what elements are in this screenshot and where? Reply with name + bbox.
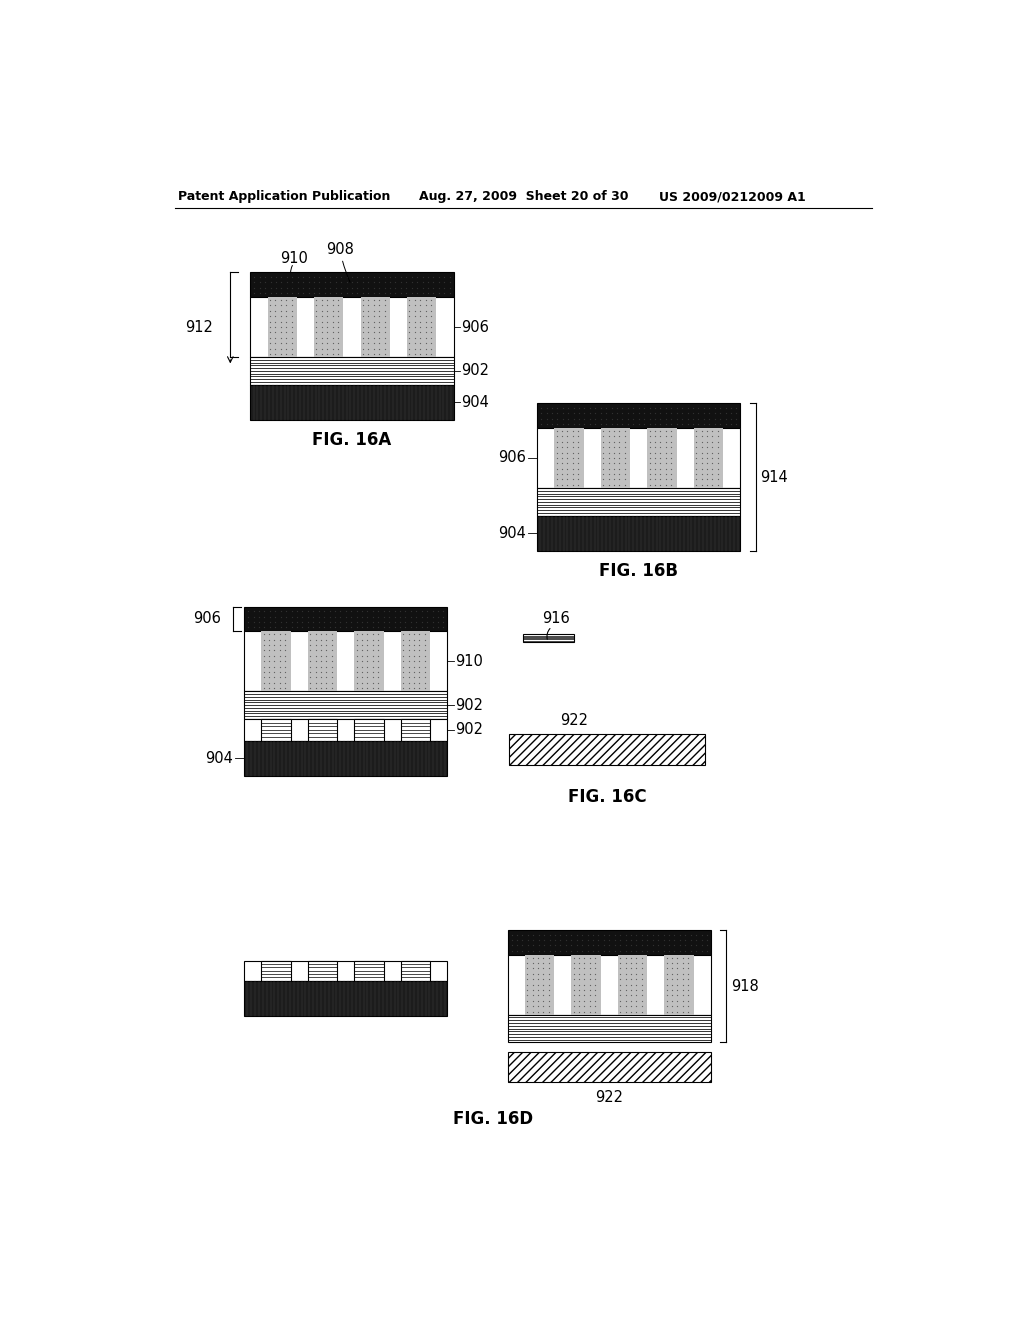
Bar xyxy=(354,631,384,692)
Text: 906: 906 xyxy=(499,450,526,466)
Bar xyxy=(245,719,447,741)
Text: 912: 912 xyxy=(185,319,213,334)
Bar xyxy=(245,692,447,719)
Bar xyxy=(261,961,291,981)
Bar xyxy=(523,635,573,642)
Bar xyxy=(508,1052,711,1082)
Bar xyxy=(245,631,447,692)
Text: 910: 910 xyxy=(455,653,483,669)
Bar xyxy=(267,297,297,358)
Text: 908: 908 xyxy=(327,242,354,257)
Bar xyxy=(261,719,291,741)
Bar xyxy=(245,961,447,981)
Bar xyxy=(693,428,723,488)
Text: FIG. 16C: FIG. 16C xyxy=(567,788,646,807)
Bar xyxy=(251,272,454,297)
Bar xyxy=(538,516,740,552)
Bar xyxy=(245,741,447,776)
Text: 904: 904 xyxy=(461,395,489,411)
Text: 916: 916 xyxy=(542,611,569,627)
Bar xyxy=(407,297,436,358)
Bar xyxy=(400,961,430,981)
Text: 906: 906 xyxy=(194,611,221,627)
Bar xyxy=(261,631,291,692)
Bar xyxy=(508,1015,711,1043)
Bar xyxy=(354,961,384,981)
Bar xyxy=(538,428,740,488)
Text: 918: 918 xyxy=(731,978,759,994)
Bar xyxy=(508,954,711,1015)
Bar xyxy=(360,297,390,358)
Text: 922: 922 xyxy=(595,1090,624,1105)
Bar xyxy=(251,385,454,420)
Text: 904: 904 xyxy=(499,525,526,541)
Bar xyxy=(538,404,740,428)
Text: FIG. 16D: FIG. 16D xyxy=(453,1110,534,1129)
Bar xyxy=(665,954,693,1015)
Text: 914: 914 xyxy=(761,470,788,484)
Bar xyxy=(251,297,454,358)
Bar xyxy=(251,358,454,385)
Text: 906: 906 xyxy=(461,319,489,334)
Text: Patent Application Publication: Patent Application Publication xyxy=(178,190,391,203)
Bar xyxy=(308,961,337,981)
Text: 922: 922 xyxy=(560,713,589,729)
Bar xyxy=(245,981,447,1016)
Bar xyxy=(571,954,601,1015)
Text: 902: 902 xyxy=(455,722,483,738)
Text: FIG. 16A: FIG. 16A xyxy=(312,432,391,449)
Bar xyxy=(538,488,740,516)
Text: US 2009/0212009 A1: US 2009/0212009 A1 xyxy=(658,190,806,203)
Bar xyxy=(508,929,711,954)
Bar xyxy=(400,631,430,692)
Text: FIG. 16B: FIG. 16B xyxy=(599,562,678,579)
Bar xyxy=(554,428,584,488)
Bar xyxy=(308,631,337,692)
Bar xyxy=(314,297,343,358)
Bar xyxy=(524,954,554,1015)
Bar xyxy=(601,428,630,488)
Bar xyxy=(647,428,677,488)
Bar xyxy=(245,607,447,631)
Bar xyxy=(509,734,705,766)
Text: 910: 910 xyxy=(280,251,308,267)
Text: 902: 902 xyxy=(461,363,489,379)
Text: 904: 904 xyxy=(206,751,233,766)
Bar xyxy=(617,954,647,1015)
Bar xyxy=(354,719,384,741)
Bar xyxy=(308,719,337,741)
Bar xyxy=(400,719,430,741)
Text: Aug. 27, 2009  Sheet 20 of 30: Aug. 27, 2009 Sheet 20 of 30 xyxy=(419,190,628,203)
Text: 902: 902 xyxy=(455,697,483,713)
